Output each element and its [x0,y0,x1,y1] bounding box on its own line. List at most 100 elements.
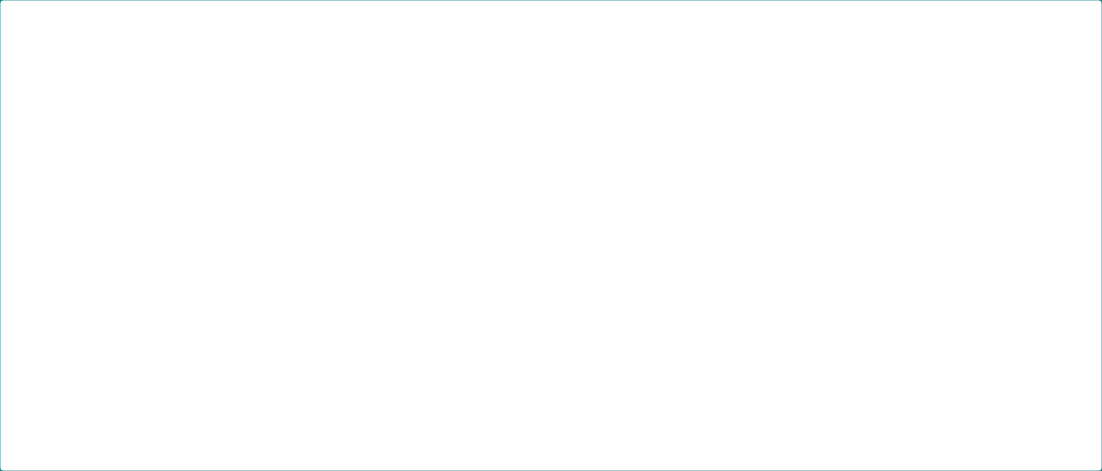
Text: ✓: ✓ [332,150,341,160]
Bar [367,7,372,29]
Bar [393,36,401,48]
Bar [36,390,48,402]
Bar [36,368,48,380]
Text: ▶: ▶ [25,326,32,335]
Text: Devices: Devices [18,34,66,44]
Bar [415,36,423,48]
Bar [550,36,560,48]
Text: ✓: ✓ [332,84,341,94]
Text: →: → [494,58,507,73]
Bar [7,49,365,71]
Text: ......: ...... [469,121,490,131]
Bar [509,36,517,48]
Text: Main [OB1]: Main [OB1] [63,260,121,270]
Text: ↵: ↵ [512,58,525,73]
Bar [1040,57,1088,75]
Circle shape [781,372,789,380]
Text: ∧: ∧ [358,73,365,82]
Text: ∨: ∨ [358,450,365,460]
Text: ▶: ▶ [25,371,32,380]
Bar [588,36,599,48]
Text: ▼: ▼ [15,84,22,94]
Bar [46,192,60,204]
Text: ⊣⊢: ⊣⊢ [383,59,409,73]
Bar [776,368,804,390]
Text: EN: EN [530,230,545,240]
Text: ▼: ▼ [383,121,392,131]
Bar [36,214,48,226]
Bar [828,374,860,404]
Bar [46,259,58,269]
Text: 1: 1 [466,244,474,254]
Bar [522,175,633,305]
Bar [356,71,367,462]
Bar [26,148,40,160]
Bar [369,7,372,464]
Bar [628,36,638,48]
Text: %M0.1: %M0.1 [454,200,491,210]
Text: PLC data types: PLC data types [53,348,131,358]
Bar [7,29,77,49]
Text: ▶: ▶ [25,349,32,357]
Bar [36,302,48,314]
Text: External source files: External source files [53,304,160,314]
Text: # technopreneur: # technopreneur [817,360,894,370]
Bar [36,126,48,138]
Bar [364,52,382,68]
Text: OUT: OUT [601,272,624,282]
Bar [576,36,586,48]
Bar [377,55,1095,77]
Text: Block i: Block i [1055,62,1085,71]
Bar [326,9,344,27]
Bar [563,36,573,48]
Bar [377,29,1095,55]
Bar [382,36,390,48]
Text: ▶: ▶ [25,304,32,314]
Text: Devices & networks: Devices & networks [53,128,156,138]
Bar [26,82,40,94]
Text: Project11: Project11 [43,84,93,94]
Text: Project11  ►  PLC_1 [CPU 1214C DC/DC/Rly]  ►  Program blocks  ►  Main [OB1]: Project11 ► PLC_1 [CPU 1214C DC/DC/Rly] … [383,13,840,23]
Text: ⊞: ⊞ [331,13,339,23]
Text: ⊣( )⊢: ⊣( )⊢ [436,59,472,73]
Bar [602,36,612,48]
Text: Add new block: Add new block [63,238,139,248]
Text: ▶: ▶ [25,283,32,292]
Text: "Process1": "Process1" [443,215,503,225]
Text: NEG: NEG [561,184,593,198]
Bar [520,36,534,48]
Text: Comment: Comment [397,98,452,108]
Bar [7,7,372,464]
Text: Technology objects: Technology objects [53,282,152,292]
Bar [377,77,1095,115]
Bar [372,7,375,464]
Text: Add new device: Add new device [53,106,136,116]
Bar [615,36,625,48]
Bar [498,36,506,48]
Text: ⊡: ⊡ [352,13,360,23]
Bar [404,36,412,48]
Text: Online & diagnostics: Online & diagnostics [63,194,171,204]
Text: THE: THE [832,384,856,394]
Text: %MW2: %MW2 [451,258,489,268]
Circle shape [342,325,354,337]
Bar [344,52,361,68]
Bar [377,7,1095,29]
Bar [7,71,365,72]
Circle shape [342,83,354,95]
Bar [36,280,48,292]
Bar [449,36,458,48]
Bar [356,448,367,462]
Bar [7,7,354,29]
Text: Online backups: Online backups [53,392,133,402]
Text: ?: ? [474,59,480,73]
Bar [328,148,344,161]
Bar [328,82,344,95]
Text: ENGINEERING: ENGINEERING [864,378,939,388]
Text: Watch and force tables: Watch and force tables [53,370,173,380]
Bar [861,374,941,404]
Text: ▼: ▼ [383,82,392,92]
Circle shape [342,149,354,161]
Circle shape [764,364,815,416]
Text: ▶: ▶ [25,392,32,401]
